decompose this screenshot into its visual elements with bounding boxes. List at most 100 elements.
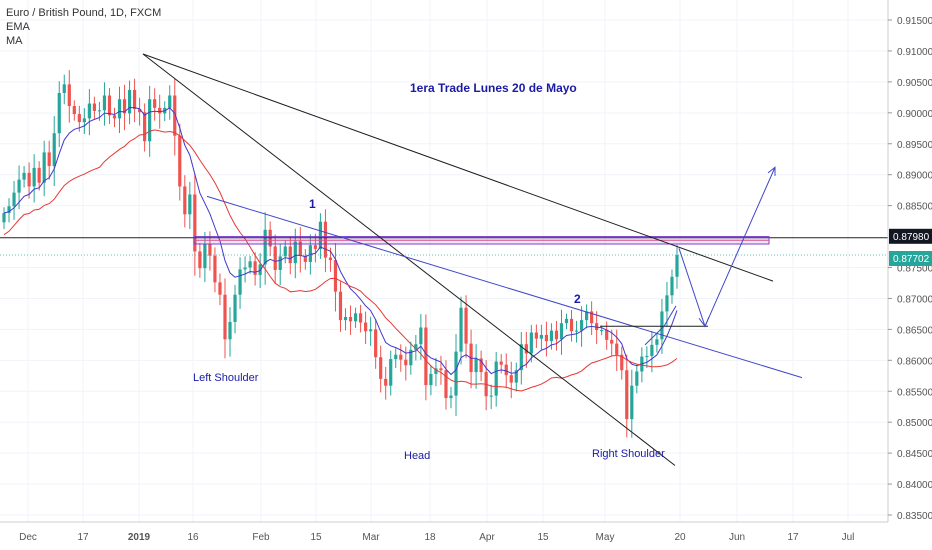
candle-body[interactable] xyxy=(188,194,192,215)
candle-body[interactable] xyxy=(62,84,66,94)
candle-body[interactable] xyxy=(238,269,242,295)
candle-body[interactable] xyxy=(283,246,287,257)
candle-body[interactable] xyxy=(564,318,569,324)
ma-legend-label[interactable]: MA xyxy=(6,35,23,47)
candle-body[interactable] xyxy=(208,243,212,256)
candle-body[interactable] xyxy=(595,323,599,330)
candle-body[interactable] xyxy=(514,370,518,383)
candle-body[interactable] xyxy=(32,167,36,187)
candle-body[interactable] xyxy=(22,172,26,180)
candle-body[interactable] xyxy=(132,89,137,110)
candle-body[interactable] xyxy=(544,334,549,342)
candle-body[interactable] xyxy=(569,318,574,332)
candle-body[interactable] xyxy=(17,179,21,193)
candle-body[interactable] xyxy=(27,172,31,187)
candle-body[interactable] xyxy=(625,370,629,420)
candle-body[interactable] xyxy=(158,107,162,114)
candle-body[interactable] xyxy=(358,313,363,323)
candle-body[interactable] xyxy=(660,311,664,340)
candle-body[interactable] xyxy=(404,359,408,366)
candle-body[interactable] xyxy=(278,256,282,270)
candle-body[interactable] xyxy=(605,329,609,340)
candle-body[interactable] xyxy=(449,395,453,399)
candle-body[interactable] xyxy=(143,112,147,142)
candle-body[interactable] xyxy=(47,152,51,167)
candle-body[interactable] xyxy=(489,395,493,397)
candle-body[interactable] xyxy=(399,354,403,360)
candle-body[interactable] xyxy=(554,330,559,340)
candle-body[interactable] xyxy=(439,368,443,371)
candle-body[interactable] xyxy=(665,295,669,312)
candle-body[interactable] xyxy=(645,355,649,357)
candle-body[interactable] xyxy=(293,241,297,264)
candle-body[interactable] xyxy=(494,361,498,396)
candle-body[interactable] xyxy=(52,133,56,167)
candle-body[interactable] xyxy=(338,291,343,321)
candle-body[interactable] xyxy=(655,339,659,345)
candle-body[interactable] xyxy=(574,330,579,332)
candle-body[interactable] xyxy=(369,329,373,332)
candle-body[interactable] xyxy=(630,385,634,420)
candle-body[interactable] xyxy=(454,351,458,396)
candle-body[interactable] xyxy=(153,99,157,108)
candle-body[interactable] xyxy=(77,114,81,123)
candle-body[interactable] xyxy=(2,213,6,223)
candle-body[interactable] xyxy=(424,327,428,386)
candle-body[interactable] xyxy=(303,255,307,262)
candle-body[interactable] xyxy=(7,206,11,214)
candle-body[interactable] xyxy=(444,370,448,399)
candle-body[interactable] xyxy=(42,152,46,183)
candle-body[interactable] xyxy=(37,167,41,183)
candle-body[interactable] xyxy=(323,221,328,258)
candle-body[interactable] xyxy=(82,118,86,123)
candle-body[interactable] xyxy=(524,344,528,354)
candle-body[interactable] xyxy=(419,327,423,345)
candle-body[interactable] xyxy=(127,89,132,114)
candle-body[interactable] xyxy=(615,343,619,355)
candle-body[interactable] xyxy=(620,354,624,371)
candle-body[interactable] xyxy=(288,246,292,264)
candle-body[interactable] xyxy=(464,307,468,344)
candle-body[interactable] xyxy=(353,313,358,322)
trend-line[interactable] xyxy=(142,53,676,466)
candle-body[interactable] xyxy=(348,317,353,322)
candle-body[interactable] xyxy=(298,241,302,256)
candle-body[interactable] xyxy=(87,103,91,119)
candle-body[interactable] xyxy=(635,371,639,386)
candle-body[interactable] xyxy=(519,344,523,371)
trend-line[interactable] xyxy=(142,53,774,282)
candle-body[interactable] xyxy=(92,103,97,111)
candle-body[interactable] xyxy=(539,334,543,339)
candle-body[interactable] xyxy=(67,84,71,107)
candle-body[interactable] xyxy=(374,329,378,358)
candle-body[interactable] xyxy=(534,332,538,339)
candle-body[interactable] xyxy=(148,99,152,142)
candle-body[interactable] xyxy=(675,255,679,277)
candle-body[interactable] xyxy=(610,339,614,344)
candle-body[interactable] xyxy=(529,332,533,354)
ma-line[interactable] xyxy=(3,129,678,392)
candle-body[interactable] xyxy=(414,344,418,350)
candle-body[interactable] xyxy=(559,323,564,340)
candle-body[interactable] xyxy=(72,106,76,115)
candle-body[interactable] xyxy=(509,375,513,383)
candle-body[interactable] xyxy=(499,361,503,365)
candle-body[interactable] xyxy=(117,99,122,119)
candle-body[interactable] xyxy=(650,344,654,356)
candle-body[interactable] xyxy=(102,95,107,111)
candle-body[interactable] xyxy=(394,354,398,360)
candle-body[interactable] xyxy=(228,321,232,340)
candle-body[interactable] xyxy=(218,282,222,295)
candle-body[interactable] xyxy=(364,322,368,332)
candle-body[interactable] xyxy=(474,358,478,373)
projection-path[interactable] xyxy=(678,167,776,328)
candle-body[interactable] xyxy=(308,245,312,262)
candle-body[interactable] xyxy=(590,311,594,324)
candle-body[interactable] xyxy=(248,261,252,268)
candle-body[interactable] xyxy=(243,267,247,270)
candle-body[interactable] xyxy=(600,329,604,331)
candle-body[interactable] xyxy=(318,221,323,249)
candle-body[interactable] xyxy=(263,229,267,265)
candle-body[interactable] xyxy=(168,95,172,108)
candle-body[interactable] xyxy=(434,368,438,374)
